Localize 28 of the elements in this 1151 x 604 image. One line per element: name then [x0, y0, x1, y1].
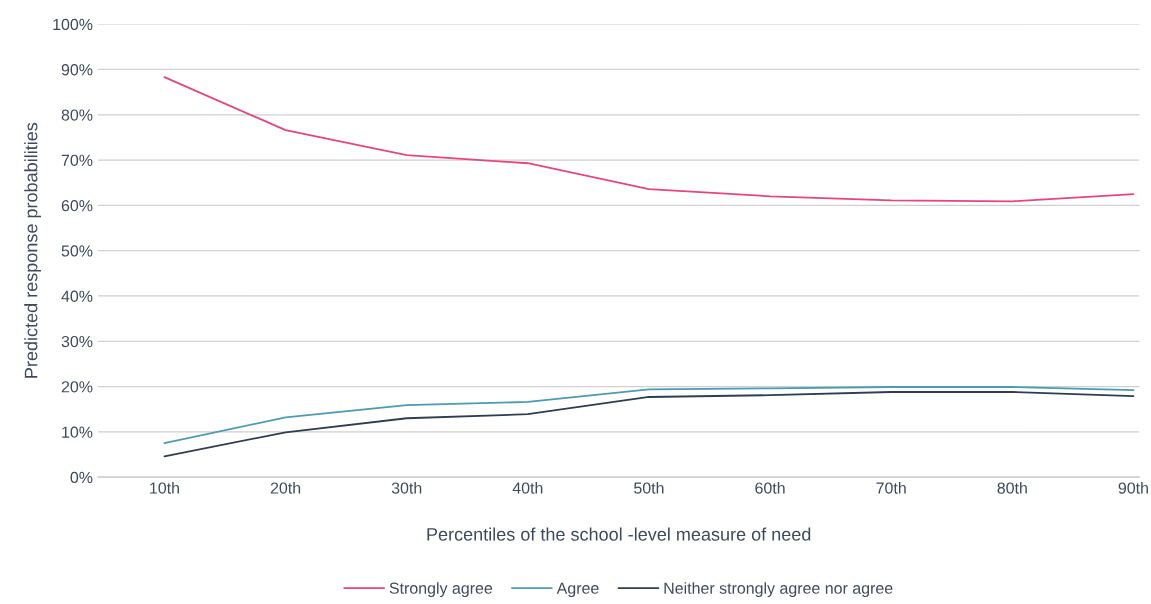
y-tick-label: 60%: [61, 199, 93, 212]
y-tick-label: 100%: [53, 18, 93, 31]
x-tick-label: 60th: [755, 482, 785, 494]
y-tick-label: 10%: [62, 426, 93, 438]
x-tick-label: 90th: [1118, 482, 1148, 494]
x-tick-label: 80th: [997, 482, 1027, 494]
y-tick-label: 70%: [61, 154, 93, 166]
y-tick-label: 50%: [61, 245, 93, 257]
x-tick-label: 30th: [391, 482, 422, 494]
x-tick-label: 70th: [876, 482, 906, 494]
y-tick-label: 20%: [61, 381, 93, 393]
x-axis-title: Percentiles of the school -level measure of need: [427, 527, 811, 541]
line-series: [163, 76, 1135, 203]
y-tick-label: 0%: [70, 471, 93, 484]
legend-label: Agree: [556, 582, 599, 598]
line-series: [163, 386, 1135, 445]
x-tick-label: 50th: [634, 482, 664, 494]
legend-label: Strongly agree: [389, 582, 493, 598]
x-tick-label: 40th: [512, 482, 543, 494]
line-series: [163, 391, 1135, 458]
y-tick-label: 90%: [61, 64, 93, 76]
x-tick-label: 10th: [150, 482, 179, 494]
x-tick-label: 20th: [270, 482, 301, 494]
legend-label: Neither strongly agree nor agree: [664, 582, 893, 598]
y-axis-title: Predicted response probabilities: [24, 122, 42, 378]
y-tick-label: 40%: [61, 290, 93, 302]
y-tick-label: 80%: [61, 109, 93, 121]
y-tick-label: 30%: [61, 335, 93, 348]
